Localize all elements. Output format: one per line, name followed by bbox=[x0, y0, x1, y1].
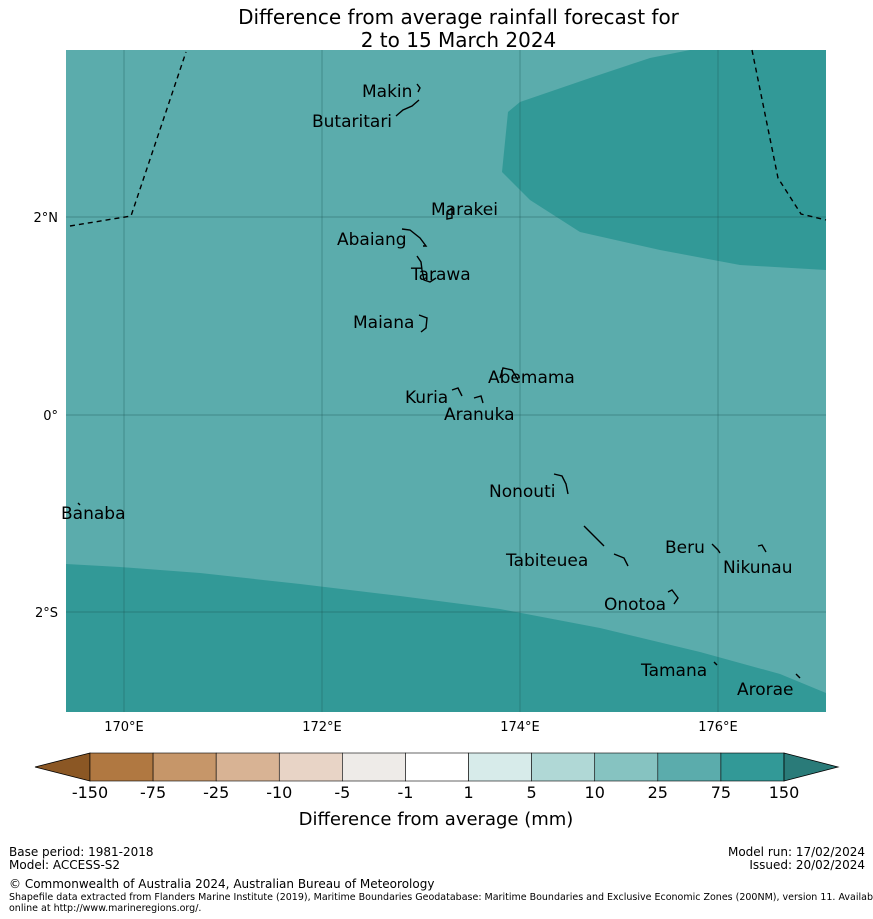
colorbar-tick-label: 1 bbox=[463, 783, 473, 802]
colorbar-segment bbox=[215, 752, 280, 782]
colorbar-arrow-low bbox=[34, 752, 91, 782]
island-arorae bbox=[795, 673, 801, 679]
lon-label-174e: 174°E bbox=[500, 720, 540, 735]
label-tamana: Tamana bbox=[640, 661, 707, 681]
colorbar-segment bbox=[405, 752, 469, 782]
colorbar-tick-label: -25 bbox=[203, 783, 229, 802]
label-tabiteuea: Tabiteuea bbox=[505, 551, 588, 571]
colorbar-tick-label: 75 bbox=[711, 783, 731, 802]
colorbar-tick-label: -1 bbox=[397, 783, 413, 802]
island-marakei bbox=[446, 206, 453, 220]
colorbar-segment bbox=[468, 752, 532, 782]
chart-title-line-1: Difference from average rainfall forecas… bbox=[238, 5, 679, 29]
eez-boundary bbox=[69, 49, 827, 227]
island-onotoa bbox=[667, 589, 679, 605]
label-butaritari: Butaritari bbox=[312, 112, 392, 132]
island-aranuka bbox=[473, 395, 484, 404]
colorbar-tick-label: 150 bbox=[769, 783, 800, 802]
lat-label-0: 0° bbox=[43, 409, 58, 424]
colorbar-segment bbox=[657, 752, 722, 782]
shapefile-credit-line-2: online at http://www.marineregions.org/. bbox=[9, 903, 202, 914]
island-beru bbox=[711, 543, 721, 554]
label-maiana: Maiana bbox=[353, 313, 414, 333]
label-abemama: Abemama bbox=[488, 368, 575, 388]
copyright: © Commonwealth of Australia 2024, Austra… bbox=[9, 877, 435, 891]
label-marakei: Marakei bbox=[431, 200, 498, 220]
colorbar-segment bbox=[342, 752, 406, 782]
label-kuria: Kuria bbox=[405, 388, 448, 408]
lon-label-176e: 176°E bbox=[698, 720, 738, 735]
label-nikunau: Nikunau bbox=[723, 558, 793, 578]
model-run: Model run: 17/02/2024 bbox=[727, 845, 865, 859]
colorbar bbox=[34, 752, 840, 782]
colorbar-segment bbox=[594, 752, 659, 782]
label-arorae: Arorae bbox=[737, 680, 794, 700]
colorbar-tick-label: 10 bbox=[585, 783, 605, 802]
shapefile-credit-line-1: Shapefile data extracted from Flanders M… bbox=[9, 892, 873, 903]
colorbar-tick-label: -10 bbox=[266, 783, 292, 802]
wetter-region-northeast bbox=[502, 50, 826, 270]
island-makin bbox=[416, 83, 421, 93]
label-abaiang: Abaiang bbox=[337, 230, 407, 250]
colorbar-tick-label: -150 bbox=[72, 783, 108, 802]
chart-title-line-2: 2 to 15 March 2024 bbox=[360, 28, 557, 52]
lat-label-2n: 2°N bbox=[34, 211, 59, 226]
colorbar-tick-label: 25 bbox=[648, 783, 668, 802]
colorbar-segment bbox=[89, 752, 154, 782]
colorbar-segment bbox=[531, 752, 596, 782]
colorbar-segment bbox=[720, 752, 785, 782]
label-beru: Beru bbox=[665, 538, 705, 558]
label-banaba: Banaba bbox=[61, 504, 125, 524]
base-period: Base period: 1981-2018 bbox=[9, 845, 154, 859]
colorbar-tick-label: 5 bbox=[527, 783, 537, 802]
island-abemama bbox=[499, 367, 519, 381]
island-tarawa bbox=[416, 255, 437, 283]
island-butaritari bbox=[395, 99, 420, 117]
colorbar-segment bbox=[278, 752, 343, 782]
island-tabiteuea-north bbox=[583, 525, 605, 547]
place-labels: Makin Butaritari Marakei Abaiang Tarawa … bbox=[61, 82, 794, 700]
graticule bbox=[66, 50, 826, 712]
colorbar-label: Difference from average (mm) bbox=[299, 809, 574, 830]
island-banaba bbox=[77, 502, 81, 506]
issued-date: Issued: 20/02/2024 bbox=[749, 858, 865, 872]
island-tabiteuea-south bbox=[613, 553, 629, 567]
lat-label-2s: 2°S bbox=[35, 606, 58, 621]
colorbar-tick-label: -5 bbox=[334, 783, 350, 802]
lon-label-172e: 172°E bbox=[302, 720, 342, 735]
island-maiana bbox=[418, 314, 428, 333]
wetter-region-south bbox=[66, 564, 826, 712]
island-tamana bbox=[713, 661, 718, 666]
island-nonouti bbox=[553, 473, 569, 495]
label-nonouti: Nonouti bbox=[489, 482, 555, 502]
island-nikunau bbox=[757, 544, 767, 553]
model-name: Model: ACCESS-S2 bbox=[9, 858, 121, 872]
colorbar-segment bbox=[152, 752, 217, 782]
island-abaiang bbox=[401, 228, 428, 247]
colorbar-tick-label: -75 bbox=[140, 783, 166, 802]
lon-label-170e: 170°E bbox=[104, 720, 144, 735]
label-tarawa: Tarawa bbox=[410, 265, 471, 285]
colorbar-tick-labels: -150 -75 -25 -10 -5 -1 1 5 10 25 75 150 bbox=[72, 783, 799, 802]
island-kuria bbox=[451, 387, 463, 397]
colorbar-arrow-high bbox=[783, 752, 840, 782]
axis-labels: 170°E 172°E 174°E 176°E 2°N 0° 2°S bbox=[34, 211, 738, 735]
label-makin: Makin bbox=[362, 82, 412, 102]
label-onotoa: Onotoa bbox=[604, 595, 666, 615]
island-outlines bbox=[77, 83, 801, 679]
label-aranuka: Aranuka bbox=[444, 405, 515, 425]
